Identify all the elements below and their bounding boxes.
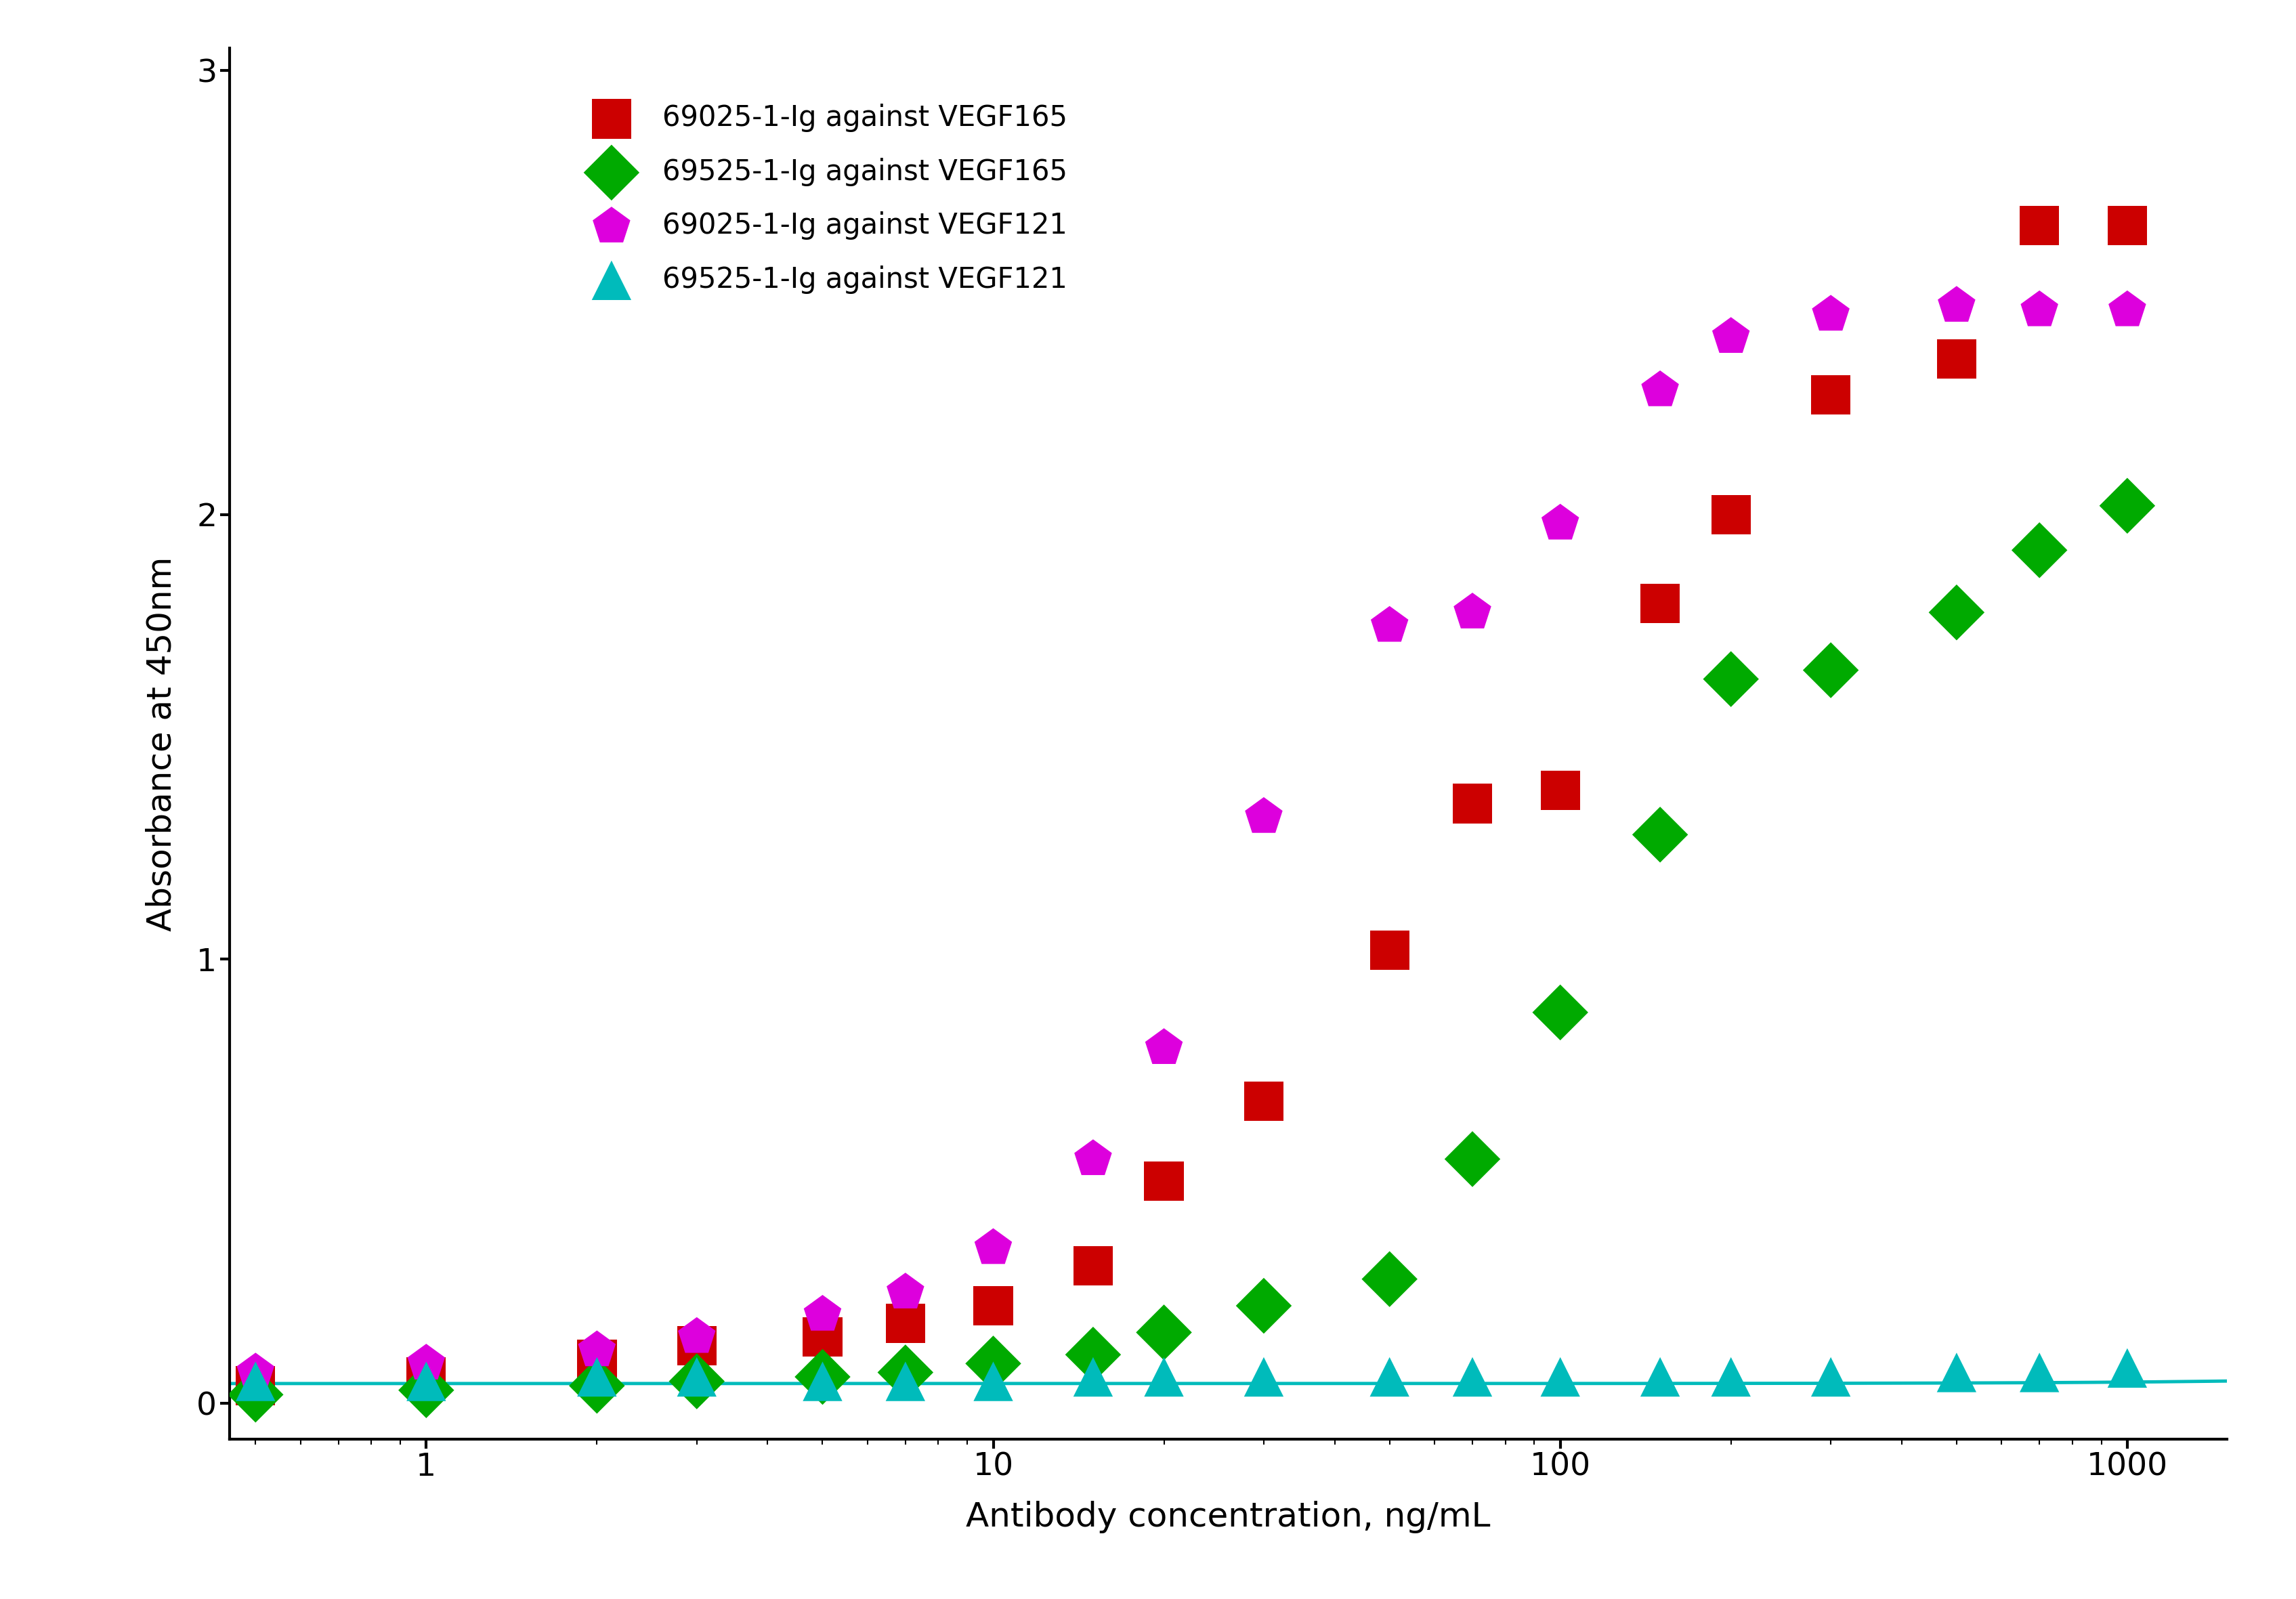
Point — [976, 1234, 1013, 1260]
Point — [1453, 1364, 1490, 1390]
Point — [1543, 1364, 1580, 1390]
Point — [1075, 1254, 1111, 1279]
Point — [2020, 537, 2057, 563]
Point — [579, 1374, 615, 1399]
Point — [2020, 1359, 2057, 1385]
Point — [1146, 1169, 1182, 1194]
Point — [2110, 492, 2147, 518]
Point — [1371, 1266, 1407, 1292]
Point — [1642, 1364, 1678, 1390]
Point — [579, 1364, 615, 1390]
Point — [1938, 347, 1975, 373]
Point — [1371, 612, 1407, 638]
Point — [1244, 1089, 1281, 1115]
Point — [1075, 1364, 1111, 1390]
Point — [886, 1369, 923, 1394]
Point — [1453, 1146, 1490, 1172]
Point — [236, 1374, 273, 1399]
Point — [2110, 1356, 2147, 1382]
Point — [1543, 777, 1580, 803]
Point — [236, 1369, 273, 1394]
Point — [886, 1279, 923, 1305]
Point — [804, 1324, 840, 1350]
Point — [1812, 1364, 1848, 1390]
Point — [1642, 377, 1678, 403]
Point — [236, 1382, 273, 1407]
Point — [886, 1311, 923, 1337]
Point — [677, 1364, 714, 1390]
Point — [1244, 804, 1281, 830]
Point — [976, 1294, 1013, 1319]
Point — [409, 1364, 445, 1390]
Point — [677, 1334, 714, 1359]
Point — [1713, 325, 1750, 350]
Point — [1812, 657, 1848, 683]
Point — [409, 1377, 445, 1402]
Point — [2110, 213, 2147, 238]
Point — [409, 1369, 445, 1394]
Point — [1713, 667, 1750, 692]
Point — [1146, 1035, 1182, 1060]
Point — [1075, 1146, 1111, 1172]
Point — [579, 1346, 615, 1372]
Point — [1244, 1294, 1281, 1319]
X-axis label: Antibody concentration, ng/mL: Antibody concentration, ng/mL — [967, 1501, 1490, 1533]
Point — [579, 1337, 615, 1362]
Point — [1938, 293, 1975, 318]
Point — [677, 1324, 714, 1350]
Point — [1812, 382, 1848, 408]
Point — [804, 1364, 840, 1390]
Point — [2020, 297, 2057, 323]
Point — [1075, 1342, 1111, 1367]
Point — [976, 1369, 1013, 1394]
Point — [1713, 502, 1750, 528]
Point — [1146, 1319, 1182, 1345]
Point — [886, 1359, 923, 1385]
Point — [976, 1351, 1013, 1377]
Point — [1543, 999, 1580, 1025]
Y-axis label: Absorbance at 450nm: Absorbance at 450nm — [145, 556, 177, 931]
Point — [2110, 297, 2147, 323]
Point — [677, 1369, 714, 1394]
Point — [1812, 302, 1848, 328]
Point — [1642, 822, 1678, 847]
Point — [1543, 510, 1580, 536]
Point — [1371, 1364, 1407, 1390]
Legend: 69025-1-Ig against VEGF165, 69525-1-Ig against VEGF165, 69025-1-Ig against VEGF1: 69025-1-Ig against VEGF165, 69525-1-Ig a… — [583, 104, 1068, 294]
Point — [1642, 590, 1678, 616]
Point — [1713, 1364, 1750, 1390]
Point — [1938, 1359, 1975, 1385]
Point — [2020, 213, 2057, 238]
Point — [1938, 600, 1975, 625]
Point — [804, 1302, 840, 1327]
Point — [1146, 1364, 1182, 1390]
Point — [236, 1359, 273, 1385]
Point — [1453, 600, 1490, 625]
Point — [1371, 937, 1407, 963]
Point — [409, 1351, 445, 1377]
Point — [1453, 792, 1490, 817]
Point — [1244, 1364, 1281, 1390]
Point — [804, 1369, 840, 1394]
